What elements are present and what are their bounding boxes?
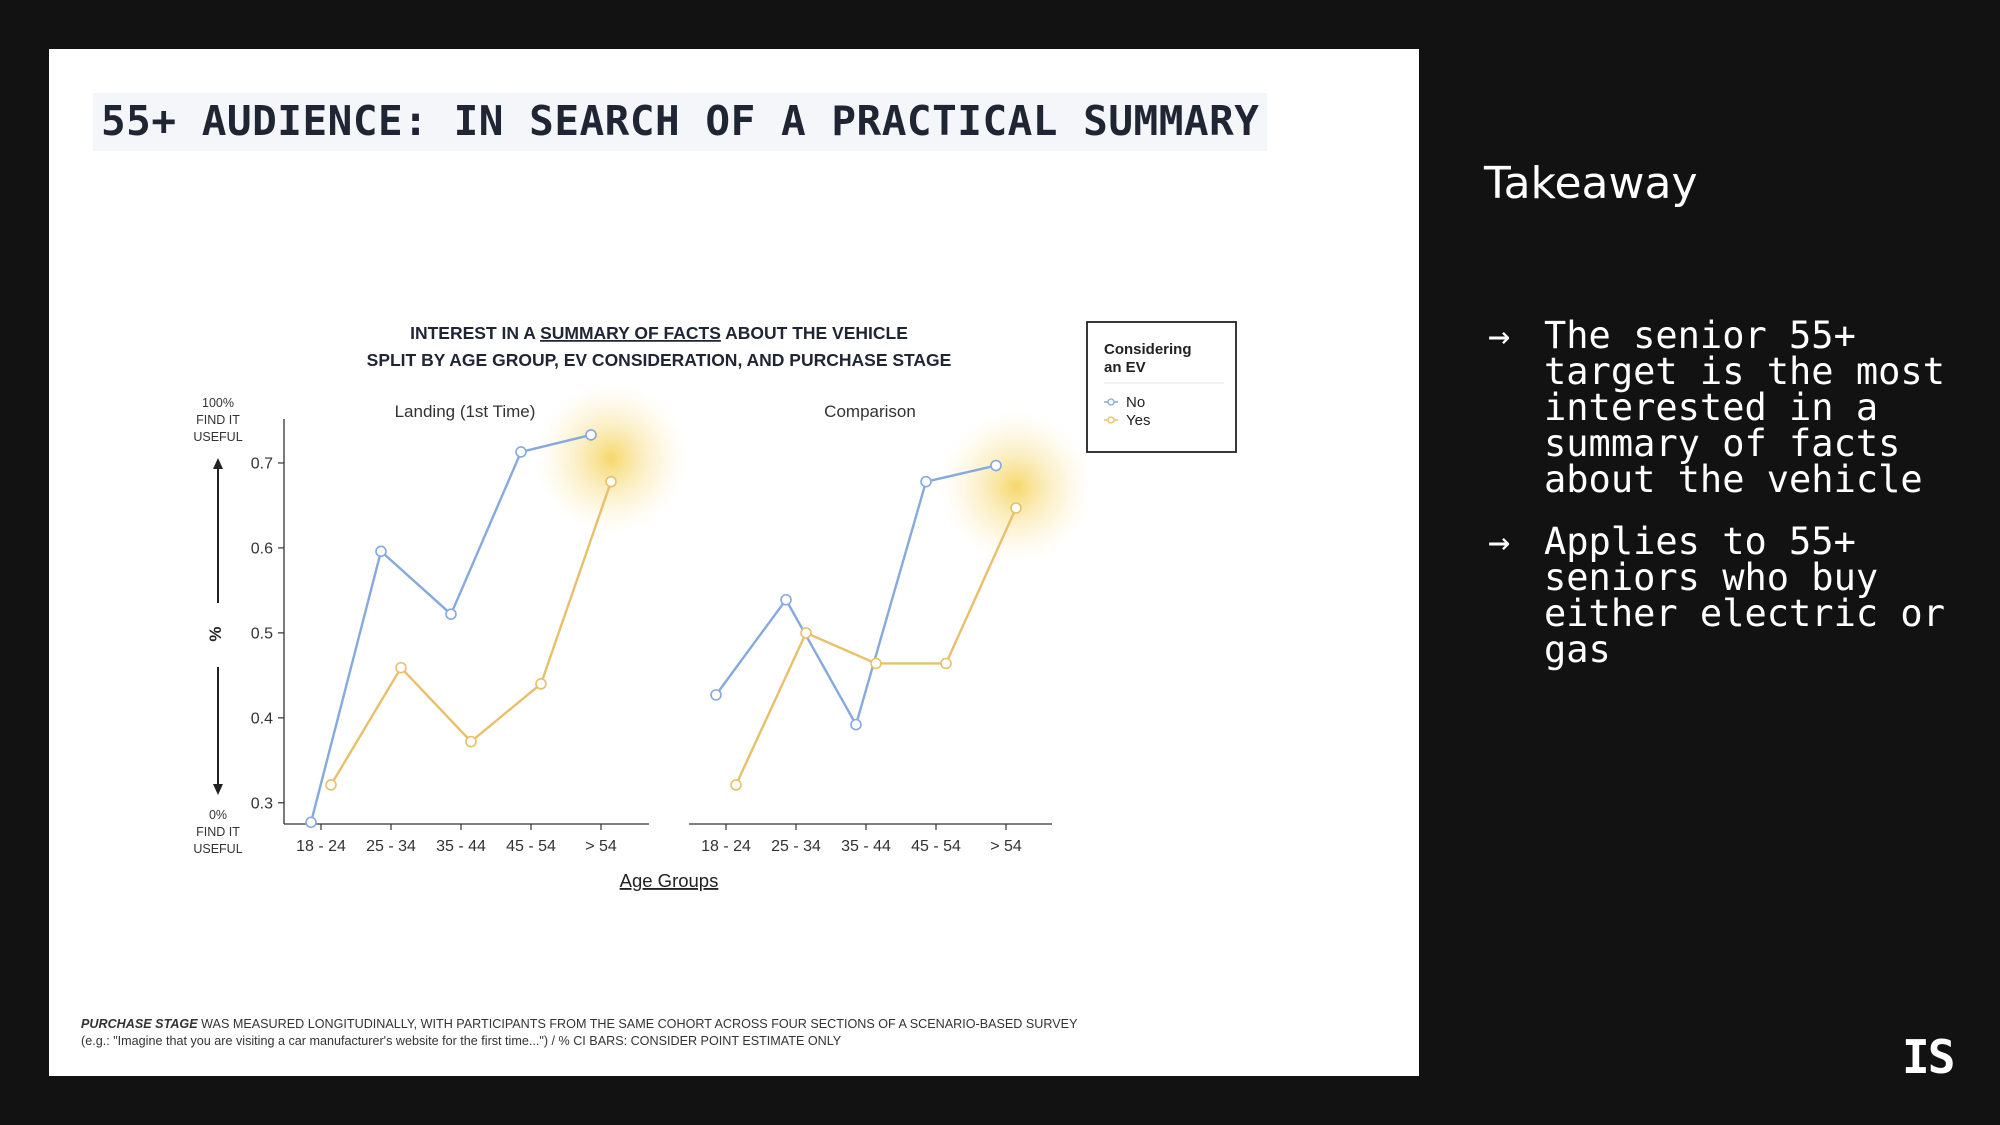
slide-title: 55+ AUDIENCE: IN SEARCH OF A PRACTICAL S…	[93, 93, 1268, 151]
data-point-no	[710, 689, 722, 701]
svg-text:USEFUL: USEFUL	[193, 842, 242, 856]
x-tick-label: 18 - 24	[296, 838, 346, 855]
svg-text:Yes: Yes	[1126, 412, 1150, 429]
takeaway-list: → The senior 55+ target is the most inte…	[1488, 314, 1978, 694]
data-point-no	[515, 446, 527, 458]
x-tick-label: 18 - 24	[701, 838, 751, 855]
y-arrow	[213, 458, 223, 795]
data-point-yes	[325, 779, 337, 791]
svg-text:FIND IT: FIND IT	[196, 825, 240, 839]
x-tick-label: 25 - 34	[771, 838, 821, 855]
slide-card: 55+ AUDIENCE: IN SEARCH OF A PRACTICAL S…	[49, 49, 1419, 1076]
chart-subtitle: SPLIT BY AGE GROUP, EV CONSIDERATION, AN…	[367, 350, 952, 370]
svg-text:100%: 100%	[202, 396, 234, 410]
takeaway-heading: Takeaway	[1484, 158, 1698, 209]
y-tick-label: 0.4	[251, 710, 273, 727]
x-tick-label: 25 - 34	[366, 838, 416, 855]
svg-text:USEFUL: USEFUL	[193, 430, 242, 444]
panel-landing: Landing (1st Time) 0.3 0.4 0.5 0.6 0.7 18 - 24…	[251, 383, 686, 855]
data-point-no	[585, 429, 597, 441]
highlight-glow	[536, 383, 686, 534]
panel-title: Comparison	[824, 402, 916, 421]
legend: Considering an EV No Yes	[1086, 321, 1237, 453]
data-point-yes	[870, 657, 882, 670]
series-line-yes	[734, 507, 1018, 786]
takeaway-text: Applies to 55+ seniors who buy either el…	[1544, 520, 1945, 671]
data-point-yes	[395, 661, 407, 674]
chart-panels: Landing (1st Time) 0.3 0.4 0.5 0.6 0.7 18 - 24…	[251, 383, 1091, 855]
brand-logo: IS	[1902, 1030, 1955, 1084]
arrow-right-icon: →	[1488, 520, 1511, 563]
data-point-yes	[940, 657, 952, 670]
x-tick-label: > 54	[585, 838, 617, 855]
y-tick-label: 0.7	[251, 455, 273, 472]
footnote: PURCHASE STAGE WAS MEASURED LONGITUDINAL…	[81, 1016, 1381, 1050]
y-axis-label: %	[206, 626, 225, 641]
data-point-no	[305, 816, 317, 829]
y-top-note: 100% FIND IT USEFUL	[193, 396, 242, 444]
footnote-line1: WAS MEASURED LONGITUDINALLY, WITH PARTIC…	[197, 1017, 1078, 1031]
x-axis-label: Age Groups	[620, 870, 719, 891]
data-point-yes	[800, 627, 812, 639]
data-point-yes	[605, 475, 617, 488]
x-tick-label: > 54	[990, 838, 1022, 855]
panel-title: Landing (1st Time)	[395, 402, 536, 421]
x-tick-label: 35 - 44	[841, 838, 891, 855]
chart-title: INTEREST IN A SUMMARY OF FACTS ABOUT THE…	[410, 323, 908, 343]
data-point-no	[780, 593, 792, 606]
legend-entry-no: No	[1104, 394, 1145, 411]
data-point-yes	[465, 735, 477, 748]
data-point-no	[445, 608, 457, 620]
takeaway-point: → The senior 55+ target is the most inte…	[1488, 314, 1978, 498]
data-point-yes	[535, 678, 547, 690]
svg-text:0%: 0%	[209, 808, 227, 822]
svg-text:an EV: an EV	[1104, 359, 1146, 376]
y-tick-label: 0.3	[251, 795, 273, 812]
x-tick-label: 45 - 54	[911, 838, 961, 855]
data-point-no	[850, 718, 862, 731]
data-point-no	[375, 545, 387, 558]
y-tick-label: 0.5	[251, 625, 273, 642]
data-point-yes	[730, 779, 742, 791]
x-tick-label: 35 - 44	[436, 838, 486, 855]
data-point-no	[990, 459, 1002, 472]
footnote-emphasis: PURCHASE STAGE	[81, 1017, 198, 1031]
line-chart: INTEREST IN A SUMMARY OF FACTS ABOUT THE…	[193, 321, 1237, 891]
svg-text:No: No	[1126, 394, 1145, 411]
footnote-line2: (e.g.: "Imagine that you are visiting a …	[81, 1034, 842, 1048]
svg-text:FIND IT: FIND IT	[196, 413, 240, 427]
data-point-no	[920, 475, 932, 488]
y-tick-label: 0.6	[251, 540, 273, 557]
takeaway-point: → Applies to 55+ seniors who buy either …	[1488, 520, 1978, 668]
highlight-glow	[941, 411, 1091, 562]
panel-comparison: Comparison 18 - 24 25 - 34 35 - 44 45 - 54 > …	[689, 402, 1091, 855]
svg-text:Considering: Considering	[1104, 341, 1192, 358]
data-point-yes	[1010, 502, 1022, 514]
takeaway-text: The senior 55+ target is the most intere…	[1544, 314, 1945, 501]
arrow-right-icon: →	[1488, 314, 1511, 357]
x-tick-label: 45 - 54	[506, 838, 556, 855]
legend-entry-yes: Yes	[1104, 412, 1150, 429]
y-bottom-note: 0% FIND IT USEFUL	[193, 808, 242, 856]
